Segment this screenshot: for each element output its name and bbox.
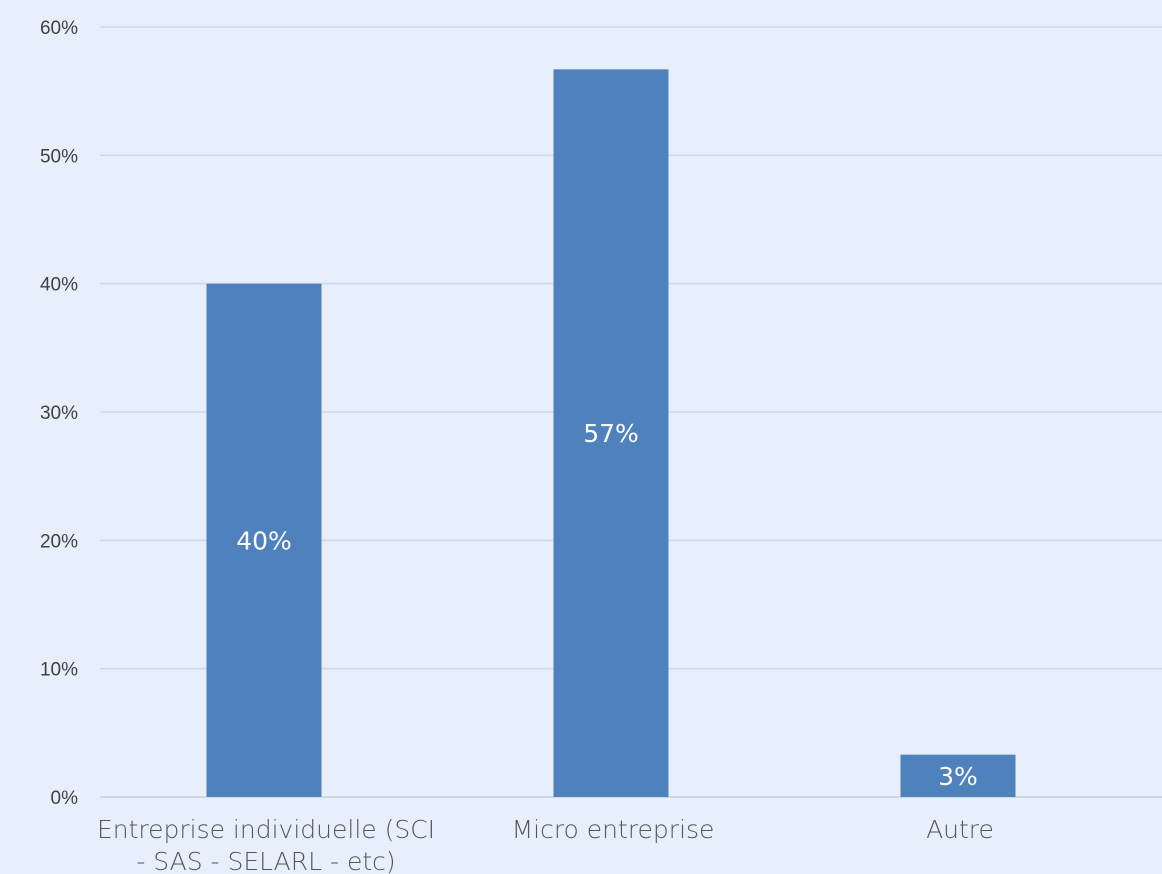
bars [206, 69, 1016, 798]
y-tick-label: 20% [40, 531, 78, 552]
x-tick-label: Autre [926, 815, 994, 844]
y-tick-label: 50% [40, 146, 78, 167]
x-axis-ticks: Entreprise individuelle (SCI - SAS - SELA… [97, 815, 994, 874]
x-tick-label: Micro entreprise [512, 815, 715, 844]
bar [553, 69, 669, 798]
y-tick-label: 40% [40, 275, 78, 296]
y-tick-label: 30% [40, 403, 78, 424]
data-label: 3% [938, 762, 978, 791]
y-tick-label: 0% [51, 788, 79, 809]
data-label: 57% [583, 419, 639, 448]
y-tick-label: 60% [40, 18, 78, 39]
x-tick-label: Entreprise individuelle (SCI [97, 815, 435, 844]
y-axis-ticks: 0% 10% 20% 30% 40% 50% 60% [40, 18, 78, 809]
bar [900, 754, 1016, 797]
x-tick-label: - SAS - SELARL - etc) [136, 847, 395, 874]
bar [206, 283, 322, 798]
data-labels: 40% 57% 3% [236, 419, 978, 791]
y-tick-label: 10% [40, 660, 78, 681]
data-label: 40% [236, 526, 292, 555]
